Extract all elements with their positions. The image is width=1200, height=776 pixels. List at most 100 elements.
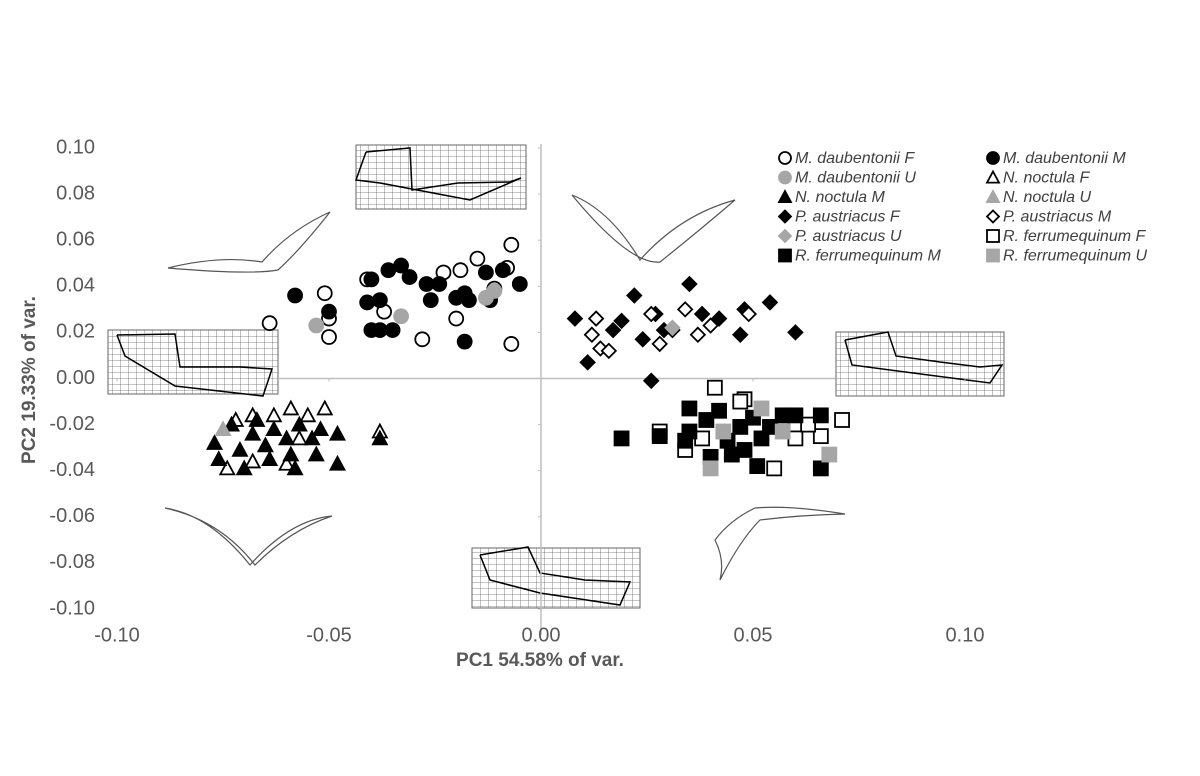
- point: [613, 312, 630, 330]
- point: [702, 460, 719, 477]
- legend: M. daubentonii F M. daubentonii M M. daube…: [777, 150, 1147, 265]
- legend-label: R. ferrumequinum M: [795, 248, 941, 265]
- legend-marker: [985, 169, 1001, 184]
- point: [328, 424, 346, 441]
- point: [503, 336, 520, 352]
- point: [651, 335, 668, 353]
- point: [604, 321, 622, 339]
- point: [312, 420, 330, 437]
- point: [256, 436, 274, 453]
- point: [261, 450, 279, 467]
- point: [634, 331, 652, 348]
- point: [359, 294, 376, 311]
- x-tick-label: 0.00: [522, 624, 561, 646]
- point: [303, 429, 321, 446]
- point: [711, 402, 727, 419]
- y-tick-label: 0.00: [56, 367, 95, 389]
- point: [286, 459, 304, 476]
- point: [753, 430, 770, 447]
- point: [448, 310, 465, 327]
- point: [290, 415, 308, 432]
- point: [261, 315, 278, 332]
- point: [265, 420, 283, 437]
- legend-label: P. austriacus U: [795, 228, 902, 245]
- point: [363, 271, 380, 288]
- point: [371, 292, 388, 309]
- y-tick-label: -0.02: [49, 413, 95, 435]
- legend-marker: [777, 209, 793, 224]
- point: [244, 424, 262, 441]
- legend-label: P. austriacus F: [795, 209, 901, 226]
- point: [210, 450, 228, 467]
- legend-marker: [986, 248, 1000, 263]
- point: [321, 303, 337, 320]
- point: [753, 400, 770, 417]
- point: [452, 262, 469, 279]
- point: [579, 354, 596, 371]
- legend-marker: [985, 209, 1001, 224]
- point: [393, 257, 409, 274]
- legend-label: M. daubentonii U: [795, 170, 916, 187]
- point: [371, 429, 389, 446]
- point: [282, 399, 300, 416]
- point: [486, 283, 503, 299]
- point: [651, 428, 668, 445]
- y-tick-label: 0.02: [56, 321, 95, 343]
- legend-marker: [985, 189, 1001, 204]
- landmark-outline: [354, 147, 522, 201]
- point: [384, 322, 401, 338]
- point: [626, 287, 643, 304]
- point: [456, 333, 473, 350]
- point: [278, 429, 296, 446]
- point: [401, 269, 418, 285]
- point: [206, 434, 224, 450]
- point: [308, 317, 325, 334]
- y-tick-label: 0.04: [56, 275, 95, 297]
- point: [787, 324, 804, 341]
- legend-marker: [777, 228, 793, 244]
- legend-label: N. noctula M: [795, 189, 885, 206]
- point: [681, 400, 698, 417]
- legend-label: R. ferrumequinum U: [1003, 248, 1147, 265]
- points: [206, 236, 850, 477]
- point: [321, 329, 337, 345]
- point: [282, 445, 300, 462]
- point: [218, 459, 236, 476]
- point: [834, 412, 850, 428]
- y-tick-label: -0.10: [49, 597, 95, 619]
- y-tick-label: -0.08: [49, 551, 95, 573]
- bat-sketch: [164, 507, 333, 566]
- point: [248, 411, 266, 427]
- y-tick-label: -0.06: [49, 505, 95, 527]
- point: [587, 310, 605, 327]
- point: [740, 305, 758, 323]
- landmark-outline: [479, 546, 632, 606]
- legend-marker: [986, 229, 1000, 243]
- point: [642, 305, 660, 323]
- point: [414, 331, 431, 348]
- x-tick-label: 0.05: [734, 624, 773, 646]
- point: [710, 310, 728, 327]
- x-tick-label: -0.10: [94, 624, 140, 646]
- legend-label: P. austriacus M: [1003, 209, 1112, 226]
- point: [761, 294, 779, 311]
- deformation-grid: [835, 331, 1005, 397]
- legend-label: R. ferrumequinum F: [1003, 228, 1146, 245]
- point: [431, 276, 448, 292]
- point: [693, 305, 711, 323]
- bat-sketch: [714, 506, 846, 581]
- bat-sketch: [167, 211, 331, 273]
- point: [642, 372, 660, 390]
- deformation-grid: [107, 329, 279, 395]
- point: [677, 432, 694, 449]
- y-tick-label: 0.08: [56, 182, 95, 204]
- point: [214, 420, 232, 437]
- axes: -0.10 -0.08 -0.06 -0.04 -0.02 0.00 0.02 0.04 0.0…: [49, 136, 984, 646]
- point: [316, 399, 334, 416]
- point: [566, 310, 584, 327]
- point: [328, 454, 346, 471]
- point: [511, 276, 528, 292]
- point: [422, 292, 439, 309]
- point: [600, 342, 618, 360]
- point: [732, 393, 749, 410]
